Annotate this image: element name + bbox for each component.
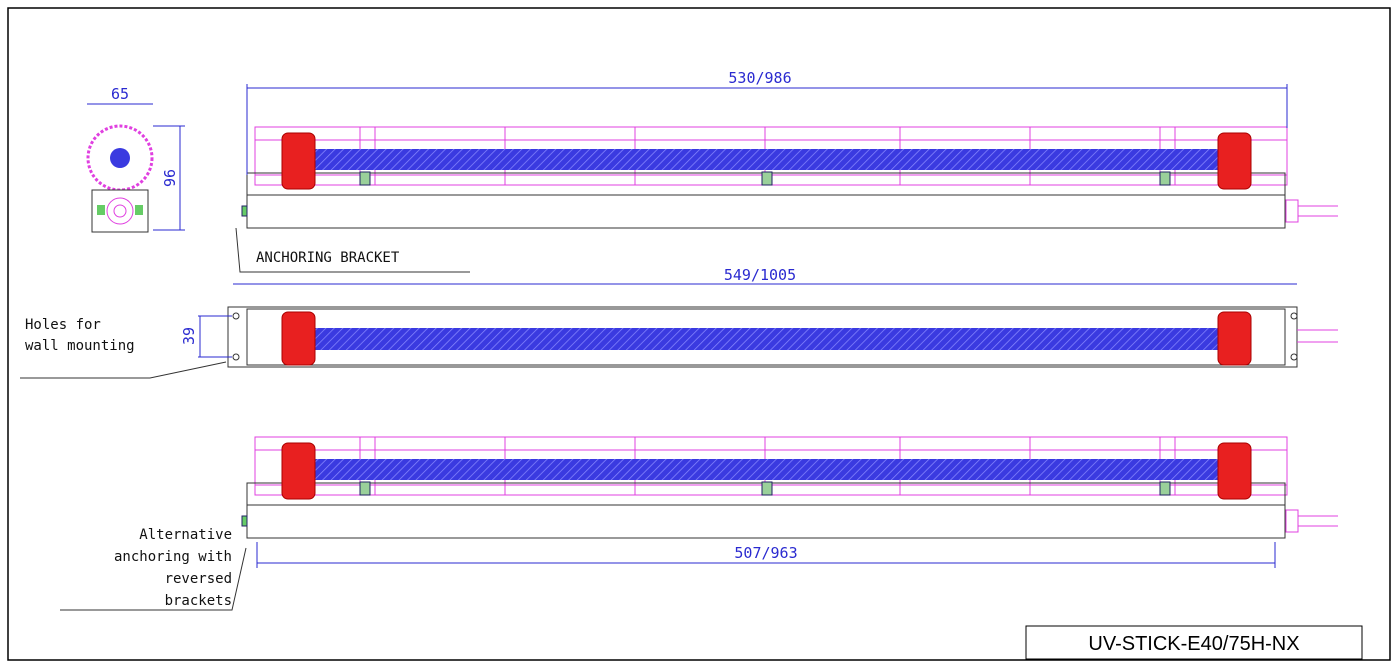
alt-label: anchoring with xyxy=(114,549,232,565)
holes-label: wall mounting xyxy=(25,338,135,354)
model-box xyxy=(1025,625,1363,660)
length-dim: 507/963 xyxy=(734,544,797,562)
model-name: UV-STICK-E40/75H-NX xyxy=(1088,633,1299,655)
bottom-view: 507/963 Alternative anchoring with rever… xyxy=(60,436,1339,611)
holes-label: Holes for xyxy=(25,317,101,333)
length-dim: 530/986 xyxy=(728,69,791,87)
side-view: 65 96 xyxy=(86,85,185,233)
top-view: 530/986 ANCHORING BRACKET xyxy=(235,69,1339,273)
height-dim: 96 xyxy=(161,169,179,187)
alt-label: brackets xyxy=(165,593,232,609)
frame xyxy=(7,7,1391,661)
bracket-label: ANCHORING BRACKET xyxy=(256,250,400,266)
width-dim: 65 xyxy=(111,85,129,103)
length-dim: 549/1005 xyxy=(724,266,796,284)
alt-label: reversed xyxy=(165,571,232,587)
alt-label: Alternative xyxy=(139,527,232,543)
wall-view: 549/1005 39 Holes for wall mounting xyxy=(20,266,1338,379)
spacing-dim: 39 xyxy=(180,327,198,345)
